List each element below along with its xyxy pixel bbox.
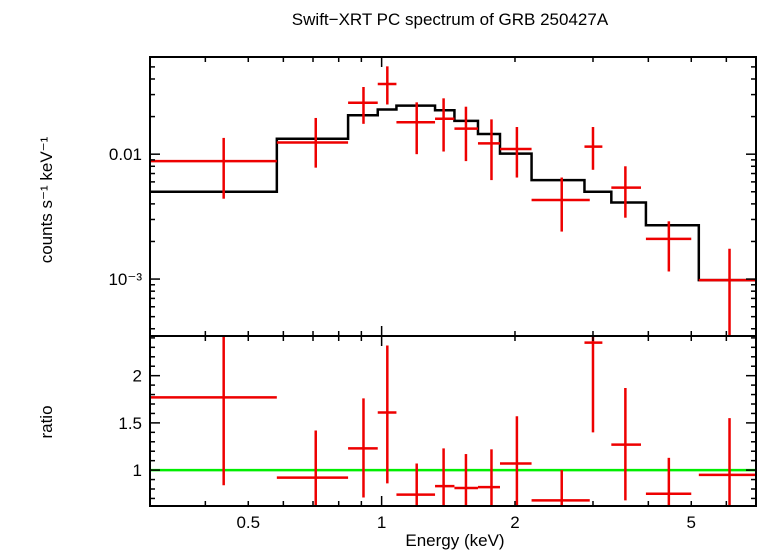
- ratio-point-1: [276, 430, 349, 506]
- data-point-0: [150, 137, 277, 199]
- top-plot-frame: [149, 56, 757, 337]
- data-point-12: [645, 221, 692, 272]
- data-point-10: [584, 127, 603, 170]
- bottom-panel: 11.52 ratio: [37, 335, 757, 507]
- x-tick-labels: 0.5 1 2 5: [236, 513, 696, 532]
- top-panel: 0.01 10⁻³ counts s⁻¹ keV⁻¹: [37, 56, 757, 337]
- bottom-y-axis-label: ratio: [37, 405, 56, 438]
- data-point-6: [454, 106, 478, 162]
- ratio-point-2: [348, 398, 378, 498]
- data-point-13: [698, 248, 756, 336]
- data-point-1: [276, 117, 349, 168]
- model-curve: [150, 104, 756, 282]
- data-point-4: [396, 102, 436, 155]
- x-tick-label: 1: [377, 513, 386, 532]
- top-ticks: 0.01 10⁻³: [108, 56, 757, 336]
- ratio-point-3: [377, 345, 397, 484]
- ratio-point-4: [396, 463, 436, 506]
- ratio-point-5: [435, 448, 455, 506]
- x-tick-label: 2: [510, 513, 519, 532]
- data-point-5: [435, 98, 455, 152]
- top-y-axis-label: counts s⁻¹ keV⁻¹: [37, 136, 56, 263]
- data-point-8: [499, 127, 532, 178]
- data-point-11: [611, 166, 641, 218]
- ratio-point-12: [645, 457, 692, 506]
- data-point-7: [477, 119, 500, 181]
- x-tick-label: 5: [687, 513, 696, 532]
- bottom-ticks: 11.52: [118, 336, 757, 506]
- x-tick-label: 0.5: [236, 513, 260, 532]
- top-data-points: [150, 66, 756, 336]
- ratio-point-9: [531, 470, 590, 506]
- ratio-point-10: [584, 336, 603, 433]
- data-point-9: [531, 177, 590, 232]
- ratio-point-8: [499, 416, 532, 506]
- ratio-point-6: [454, 454, 478, 506]
- x-axis-label: Energy (keV): [405, 531, 504, 550]
- bottom-plot-frame: [149, 335, 757, 507]
- data-point-2: [348, 87, 378, 124]
- model-step-line: [150, 104, 756, 282]
- y-tick-label: 0.01: [109, 145, 142, 164]
- ratio-point-13: [698, 418, 756, 506]
- bottom-data-points: [150, 336, 756, 506]
- data-point-3: [377, 66, 397, 105]
- y-tick-label: 1.5: [118, 414, 142, 433]
- chart-title: Swift−XRT PC spectrum of GRB 250427A: [292, 10, 609, 29]
- ratio-point-7: [477, 449, 500, 506]
- ratio-point-11: [611, 387, 641, 501]
- ratio-point-0: [150, 336, 277, 486]
- y-tick-label: 1: [133, 461, 142, 480]
- y-tick-label: 2: [133, 367, 142, 386]
- y-tick-label: 10⁻³: [108, 270, 142, 289]
